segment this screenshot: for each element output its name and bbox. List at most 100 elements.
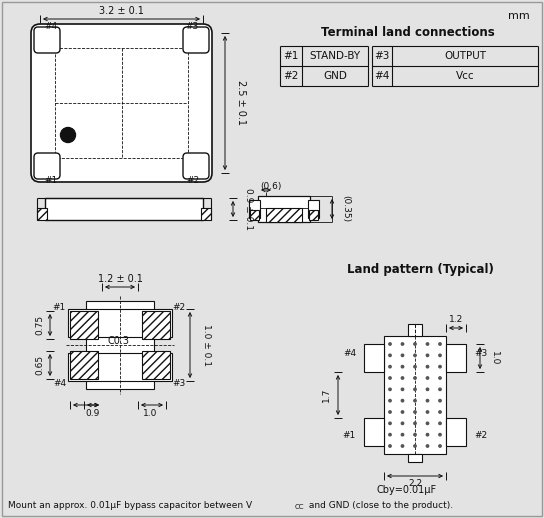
Bar bbox=[309, 210, 318, 220]
Text: #4: #4 bbox=[374, 71, 390, 81]
Circle shape bbox=[401, 377, 404, 379]
Text: 1.2 ± 0.1: 1.2 ± 0.1 bbox=[97, 274, 143, 284]
Text: STAND-BY: STAND-BY bbox=[310, 51, 361, 61]
Bar bbox=[446, 344, 466, 372]
Circle shape bbox=[414, 411, 416, 413]
Circle shape bbox=[426, 422, 429, 425]
Text: OUTPUT: OUTPUT bbox=[444, 51, 486, 61]
Text: #1: #1 bbox=[44, 176, 57, 185]
Text: #3: #3 bbox=[474, 350, 487, 358]
Circle shape bbox=[414, 422, 416, 425]
Circle shape bbox=[426, 366, 429, 368]
Text: 1.2: 1.2 bbox=[449, 315, 463, 324]
Text: 1.7: 1.7 bbox=[322, 388, 331, 402]
Bar bbox=[258, 196, 310, 222]
Circle shape bbox=[439, 354, 441, 356]
Bar bbox=[68, 309, 172, 337]
Text: C0.3: C0.3 bbox=[107, 336, 129, 346]
Bar bbox=[364, 344, 384, 372]
Text: Mount an approx. 0.01μF bypass capacitor between V: Mount an approx. 0.01μF bypass capacitor… bbox=[8, 500, 252, 510]
Circle shape bbox=[401, 366, 404, 368]
Bar bbox=[408, 454, 422, 462]
Text: and GND (close to the product).: and GND (close to the product). bbox=[306, 500, 453, 510]
Circle shape bbox=[389, 366, 391, 368]
Bar bbox=[201, 208, 211, 220]
Bar bbox=[55, 48, 188, 158]
Circle shape bbox=[401, 445, 404, 447]
Circle shape bbox=[401, 422, 404, 425]
Circle shape bbox=[389, 399, 391, 402]
Text: Vcc: Vcc bbox=[456, 71, 474, 81]
Circle shape bbox=[401, 399, 404, 402]
Text: 2.2: 2.2 bbox=[408, 480, 422, 488]
Circle shape bbox=[401, 434, 404, 436]
Circle shape bbox=[439, 343, 441, 345]
Circle shape bbox=[401, 354, 404, 356]
Bar bbox=[142, 311, 170, 339]
Text: Land pattern (Typical): Land pattern (Typical) bbox=[347, 264, 493, 277]
Circle shape bbox=[439, 422, 441, 425]
Text: 1.0 ± 0.1: 1.0 ± 0.1 bbox=[201, 324, 211, 366]
Circle shape bbox=[389, 388, 391, 391]
Text: #1: #1 bbox=[343, 431, 356, 440]
Circle shape bbox=[426, 411, 429, 413]
Text: 2.5 ± 0.1: 2.5 ± 0.1 bbox=[236, 80, 246, 125]
Bar bbox=[68, 353, 172, 381]
Text: #2: #2 bbox=[474, 431, 487, 440]
Bar bbox=[266, 208, 302, 222]
Bar bbox=[384, 336, 446, 454]
Circle shape bbox=[439, 445, 441, 447]
Text: #1: #1 bbox=[53, 303, 66, 311]
Circle shape bbox=[389, 445, 391, 447]
Bar bbox=[45, 198, 203, 220]
FancyBboxPatch shape bbox=[31, 24, 212, 182]
Text: 1.0: 1.0 bbox=[143, 409, 157, 418]
Circle shape bbox=[414, 354, 416, 356]
Circle shape bbox=[414, 366, 416, 368]
Circle shape bbox=[439, 366, 441, 368]
Circle shape bbox=[426, 388, 429, 391]
FancyBboxPatch shape bbox=[183, 153, 209, 179]
Text: 0.9 ± 0.1: 0.9 ± 0.1 bbox=[244, 188, 254, 230]
Bar bbox=[70, 351, 98, 379]
Circle shape bbox=[426, 354, 429, 356]
FancyBboxPatch shape bbox=[34, 27, 60, 53]
Text: (0.6): (0.6) bbox=[261, 181, 282, 191]
Text: GND: GND bbox=[323, 71, 347, 81]
Circle shape bbox=[439, 377, 441, 379]
Text: #3: #3 bbox=[172, 379, 186, 387]
Circle shape bbox=[389, 354, 391, 356]
Circle shape bbox=[401, 343, 404, 345]
Text: #4: #4 bbox=[44, 22, 57, 31]
Text: #4: #4 bbox=[343, 350, 356, 358]
Circle shape bbox=[414, 434, 416, 436]
Text: 3.2 ± 0.1: 3.2 ± 0.1 bbox=[99, 6, 144, 16]
Bar bbox=[364, 418, 384, 446]
Circle shape bbox=[401, 411, 404, 413]
Text: CC: CC bbox=[295, 504, 305, 510]
Bar bbox=[250, 210, 259, 220]
Circle shape bbox=[414, 343, 416, 345]
Circle shape bbox=[426, 377, 429, 379]
Circle shape bbox=[439, 399, 441, 402]
Text: #2: #2 bbox=[283, 71, 299, 81]
Circle shape bbox=[426, 343, 429, 345]
Text: 1.0: 1.0 bbox=[490, 351, 498, 365]
Circle shape bbox=[389, 343, 391, 345]
Text: #3: #3 bbox=[374, 51, 390, 61]
Circle shape bbox=[414, 399, 416, 402]
Bar bbox=[142, 351, 170, 379]
Text: #2: #2 bbox=[172, 303, 185, 311]
Circle shape bbox=[401, 388, 404, 391]
FancyBboxPatch shape bbox=[34, 153, 60, 179]
Text: 0.9: 0.9 bbox=[86, 409, 100, 418]
Circle shape bbox=[439, 411, 441, 413]
Circle shape bbox=[389, 434, 391, 436]
Circle shape bbox=[60, 127, 76, 142]
Circle shape bbox=[426, 445, 429, 447]
Bar bbox=[37, 208, 47, 220]
Circle shape bbox=[414, 377, 416, 379]
Circle shape bbox=[439, 388, 441, 391]
Bar bbox=[86, 301, 154, 389]
Circle shape bbox=[389, 422, 391, 425]
